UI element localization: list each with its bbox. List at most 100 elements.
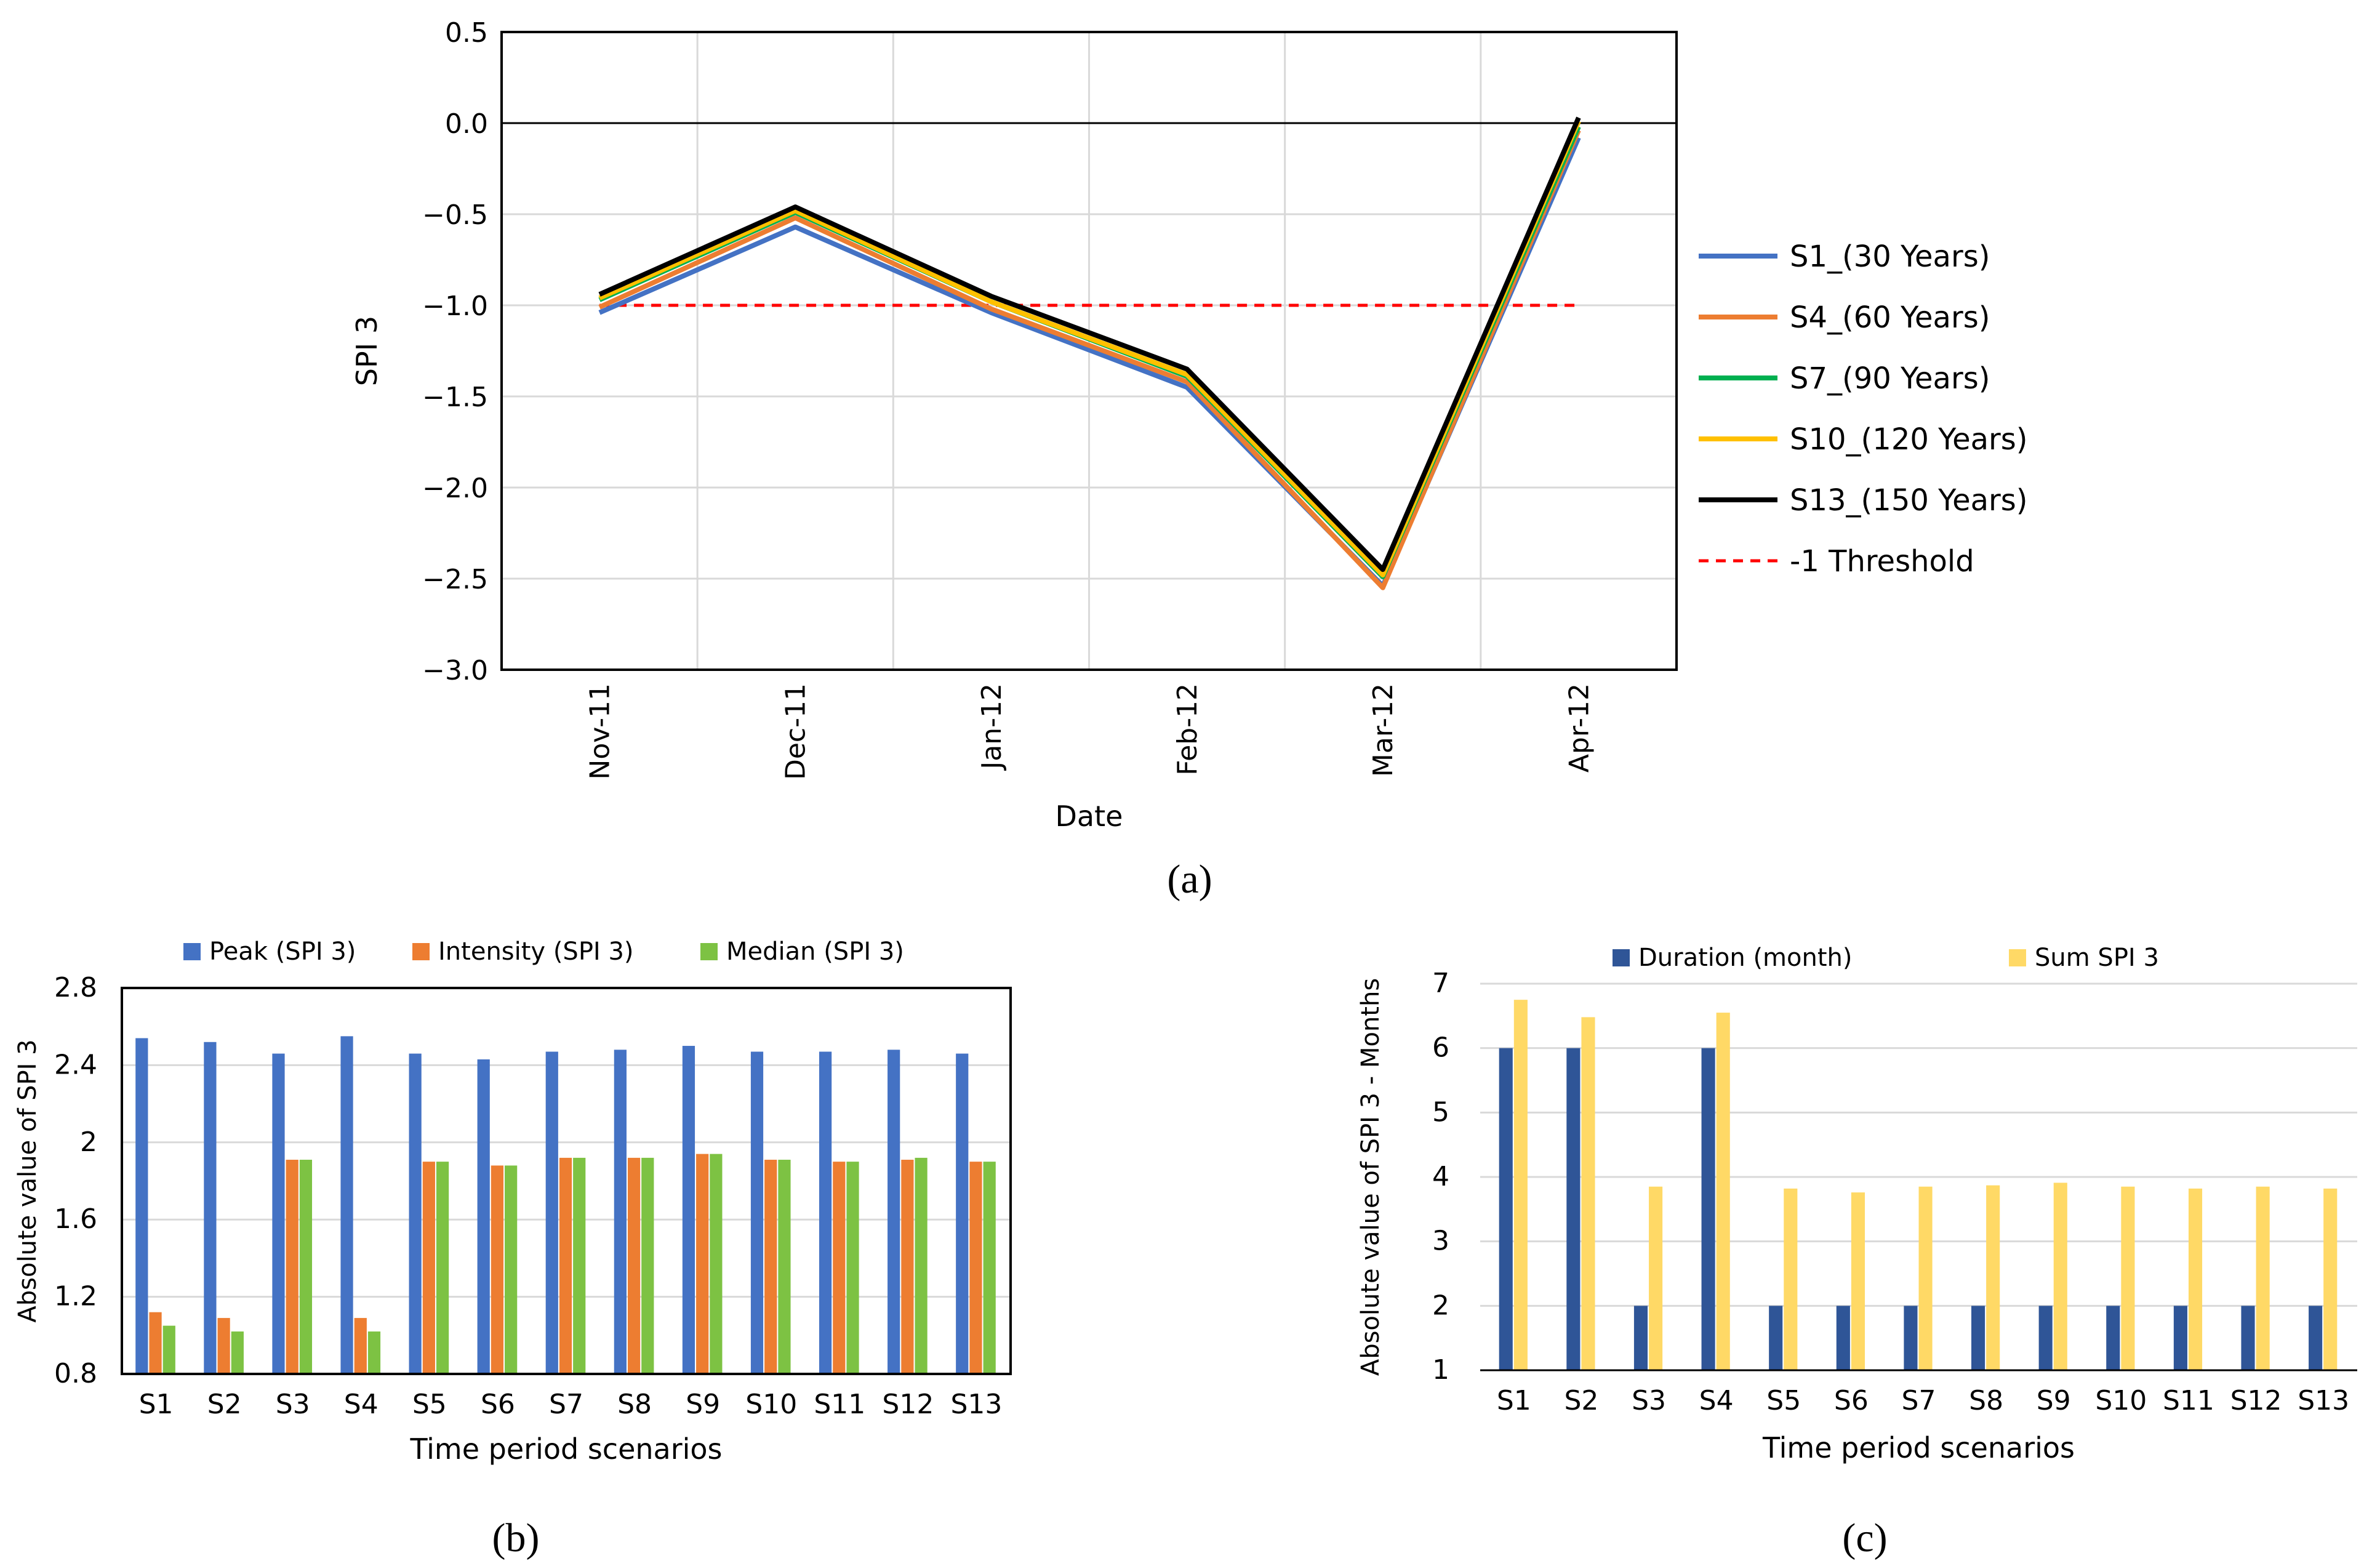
x-tick-label: S1 <box>139 1389 174 1420</box>
bar <box>1566 1048 1581 1370</box>
x-tick-label: Dec-11 <box>780 683 812 780</box>
y-tick-label: 3 <box>1432 1226 1449 1257</box>
bar <box>887 1050 900 1374</box>
y-axis-title: Absolute value of SPI 3 <box>14 1039 42 1322</box>
bar <box>2053 1183 2067 1370</box>
bar <box>956 1053 969 1374</box>
bar <box>2106 1306 2120 1370</box>
legend-label: S4_(60 Years) <box>1790 300 1990 335</box>
bar <box>710 1154 723 1374</box>
y-tick-label: 7 <box>1432 968 1449 999</box>
bar <box>2188 1188 2203 1370</box>
y-tick-label: −0.5 <box>422 199 488 231</box>
bar <box>983 1162 996 1374</box>
panel-label-c: (c) <box>1842 1516 1887 1560</box>
bar <box>1581 1017 1595 1370</box>
x-tick-label: S6 <box>481 1389 515 1420</box>
x-tick-label: S6 <box>1834 1385 1869 1416</box>
bar <box>1784 1188 1798 1370</box>
bar <box>340 1036 353 1374</box>
legend-label: Median (SPI 3) <box>726 938 904 966</box>
x-tick-label: S8 <box>617 1389 652 1420</box>
x-tick-label: S13 <box>951 1389 1003 1420</box>
bar <box>505 1165 518 1374</box>
bar <box>2323 1188 2338 1370</box>
bar <box>272 1053 285 1374</box>
bar <box>696 1154 709 1374</box>
x-tick-label: Feb-12 <box>1172 683 1203 776</box>
bar <box>1716 1013 1730 1370</box>
x-tick-label: S5 <box>1766 1385 1801 1416</box>
bar <box>299 1160 313 1374</box>
y-tick-label: −2.5 <box>422 564 488 595</box>
bar <box>436 1162 449 1374</box>
legend-label: S10_(120 Years) <box>1790 422 2028 457</box>
bar <box>1769 1306 1783 1370</box>
x-tick-label: S7 <box>1902 1385 1936 1416</box>
x-axis-title: Date <box>1056 800 1123 833</box>
bar <box>915 1157 928 1374</box>
y-tick-label: −1.0 <box>422 291 488 322</box>
legend-label: Intensity (SPI 3) <box>438 938 634 966</box>
y-tick-label: 1 <box>1432 1354 1449 1386</box>
bar <box>231 1331 244 1374</box>
x-tick-label: S12 <box>2230 1385 2282 1416</box>
bar <box>422 1162 435 1374</box>
y-tick-label: 2.8 <box>54 972 97 1003</box>
bar <box>764 1160 777 1374</box>
bar <box>217 1318 230 1374</box>
y-axis-title: SPI 3 <box>350 316 383 386</box>
legend-swatch <box>700 943 718 960</box>
bar <box>1918 1186 1933 1370</box>
legend-label: Peak (SPI 3) <box>209 938 356 966</box>
legend-swatch <box>183 943 201 960</box>
x-tick-label: S2 <box>207 1389 242 1420</box>
bar <box>2121 1186 2135 1370</box>
series-line <box>598 116 1581 572</box>
x-tick-label: S9 <box>686 1389 720 1420</box>
x-tick-label: S4 <box>1699 1385 1734 1416</box>
x-tick-label: S13 <box>2298 1385 2349 1416</box>
x-tick-label: S4 <box>344 1389 379 1420</box>
x-axis-title: Time period scenarios <box>409 1432 722 1466</box>
x-tick-label: S5 <box>412 1389 447 1420</box>
bar <box>2309 1306 2323 1370</box>
bar <box>1836 1306 1850 1370</box>
bar <box>286 1160 299 1374</box>
bar <box>367 1331 381 1374</box>
bar <box>491 1165 504 1374</box>
bar <box>1633 1306 1648 1370</box>
x-tick-label: S2 <box>1564 1385 1598 1416</box>
bar <box>409 1053 422 1374</box>
x-tick-label: Jan-12 <box>976 683 1008 771</box>
bar <box>477 1059 490 1374</box>
bar <box>354 1318 367 1374</box>
x-tick-label: S10 <box>745 1389 797 1420</box>
y-tick-label: 0.5 <box>445 17 488 49</box>
legend-swatch <box>1613 949 1630 966</box>
legend-label: Duration (month) <box>1638 944 1852 972</box>
x-tick-label: S9 <box>2037 1385 2071 1416</box>
bar <box>2038 1306 2053 1370</box>
bar <box>901 1160 914 1374</box>
bar <box>559 1157 572 1374</box>
x-tick-label: S11 <box>814 1389 865 1420</box>
x-tick-label: S11 <box>2163 1385 2214 1416</box>
panel-label-a: (a) <box>1167 857 1212 902</box>
x-tick-label: S12 <box>882 1389 934 1420</box>
x-tick-label: S1 <box>1497 1385 1531 1416</box>
bar <box>1649 1186 1663 1370</box>
legend-swatch <box>412 943 430 960</box>
legend-label: S7_(90 Years) <box>1790 361 1990 396</box>
panel-label-b: (b) <box>492 1516 540 1560</box>
bar <box>162 1325 175 1374</box>
y-tick-label: −1.5 <box>422 382 488 413</box>
x-tick-label: S3 <box>1632 1385 1666 1416</box>
bar <box>204 1042 217 1374</box>
bar <box>149 1312 162 1374</box>
y-tick-label: 0.0 <box>445 108 488 140</box>
bar <box>2173 1306 2187 1370</box>
bar <box>573 1157 586 1374</box>
bar <box>1701 1048 1715 1370</box>
